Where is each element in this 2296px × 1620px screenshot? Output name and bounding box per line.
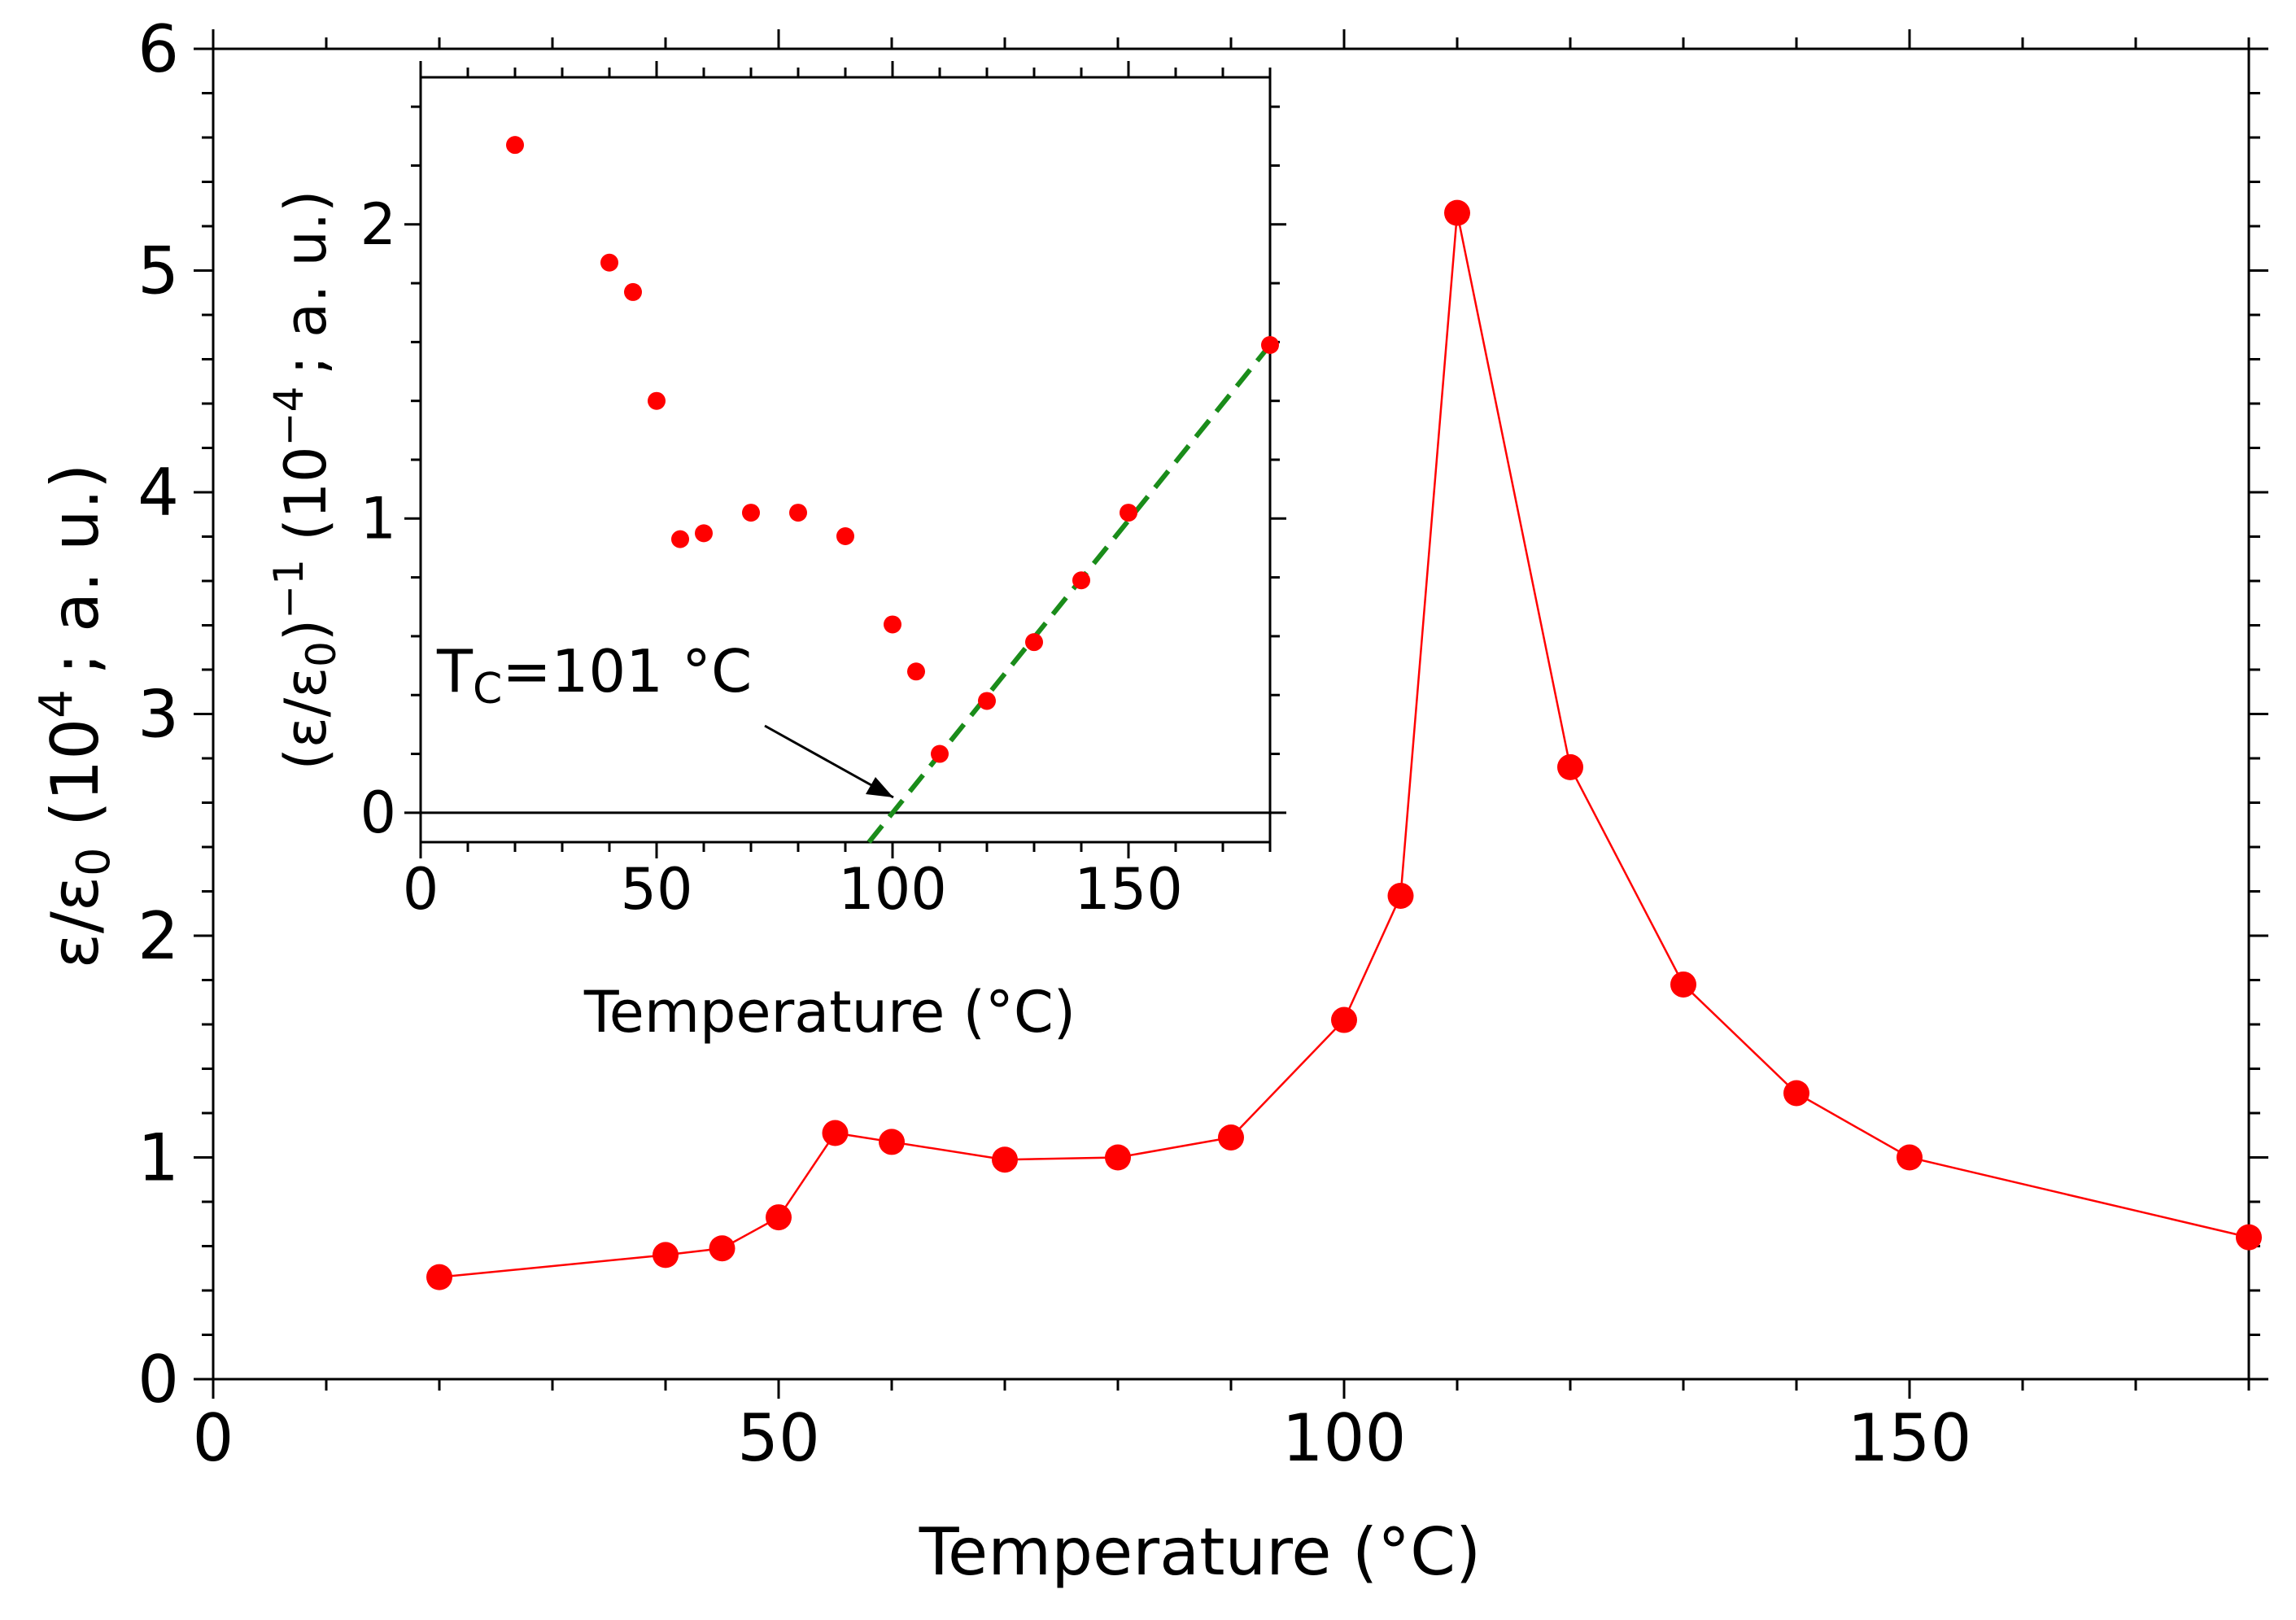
inset-y-label-mid: ) — [273, 619, 339, 641]
main-y-label-mid: (10 — [37, 718, 113, 847]
inset-x-tick-label: 100 — [838, 856, 947, 923]
main-y-axis-label: ε/ε0 (104 ; a. u.) — [30, 464, 120, 969]
main-data-point — [822, 1120, 849, 1146]
main-data-point — [1331, 1006, 1357, 1033]
inset-y-label-post: ; a. u.) — [273, 190, 339, 375]
inset-data-point — [695, 524, 713, 543]
inset-series — [421, 136, 1279, 844]
main-x-tick-label: 0 — [193, 1400, 234, 1476]
main-y-tick-label: 1 — [137, 1120, 179, 1196]
inset-data-point — [978, 692, 996, 710]
curie-label-sub: C — [473, 665, 502, 714]
curie-label-post: =101 °C — [502, 637, 752, 705]
inset-background — [421, 77, 1270, 842]
main-y-label-sup: 4 — [30, 689, 83, 718]
main-data-point — [1105, 1144, 1131, 1171]
main-data-point — [766, 1204, 792, 1231]
inset-data-point — [648, 391, 666, 410]
inset-data-point — [907, 662, 925, 681]
main-x-axis-label: Temperature (°C) — [919, 1514, 1481, 1590]
curie-arrow-head — [866, 777, 893, 797]
main-data-point — [653, 1242, 679, 1268]
inset-x-tick-label: 150 — [1074, 856, 1183, 923]
inset-data-point — [624, 282, 642, 301]
inset-y-label-mid2: (10 — [273, 446, 339, 559]
inset-data-point — [1025, 633, 1043, 652]
main-y-tick-label: 4 — [137, 455, 179, 531]
main-data-point — [1387, 882, 1414, 909]
main-data-point — [709, 1235, 736, 1262]
main-x-tick-label: 150 — [1848, 1400, 1972, 1476]
main-data-point — [992, 1146, 1018, 1173]
inset-data-point — [506, 136, 524, 155]
inset-y-label-sup: −1 — [265, 559, 312, 619]
inset-x-axis-label: Temperature (°C) — [583, 979, 1076, 1046]
inset-y-tick-label: 0 — [360, 779, 396, 846]
main-y-label-post: ; a. u.) — [37, 464, 113, 675]
inset-data-point — [931, 745, 949, 763]
main-y-tick-label: 5 — [137, 234, 179, 309]
inset-data-point — [742, 504, 760, 522]
inset-y-label-pre: (ε/ε — [273, 667, 339, 771]
curie-label-pre: T — [436, 637, 474, 705]
inset-data-point — [789, 504, 807, 522]
main-y-tick-label: 2 — [137, 898, 179, 974]
inset-y-label-sup2: −4 — [265, 386, 312, 447]
main-y-tick-label: 3 — [137, 677, 179, 753]
main-data-point — [879, 1129, 905, 1155]
main-series — [426, 199, 2262, 1290]
main-data-point — [1557, 753, 1583, 780]
main-x-tick-label: 50 — [737, 1400, 820, 1476]
inset-data-point — [600, 253, 618, 272]
inset-y-axis-label: (ε/ε0)−1 (10−4 ; a. u.) — [265, 190, 345, 771]
main-data-point — [1444, 199, 1470, 226]
main-y-label-pre: ε/ε — [37, 876, 113, 968]
main-data-point — [2236, 1224, 2262, 1251]
inset-data-point — [836, 527, 854, 545]
inset-data-point — [1120, 504, 1137, 522]
main-y-tick-label: 0 — [137, 1342, 179, 1417]
main-y-label-sub: 0 — [68, 847, 120, 876]
inset-x-tick-label: 50 — [620, 856, 692, 923]
main-x-tick-label: 100 — [1282, 1400, 1407, 1476]
inset-data-point — [1261, 336, 1279, 354]
inset-y-tick-label: 1 — [360, 485, 396, 552]
inset-data-point — [671, 530, 689, 548]
inset-data-point — [1072, 571, 1090, 590]
main-y-tick-label: 6 — [137, 11, 179, 87]
main-data-point — [426, 1264, 452, 1290]
inset-data-point — [884, 615, 901, 634]
main-ticks — [194, 29, 2268, 1399]
curie-temperature-label: TC=101 °C — [436, 637, 752, 714]
main-data-point — [1783, 1080, 1809, 1107]
inset-y-label-sub: 0 — [298, 641, 345, 667]
main-data-point — [1897, 1144, 1923, 1171]
main-data-point — [1218, 1124, 1244, 1151]
inset-y-tick-label: 2 — [360, 191, 396, 258]
inset-ticks — [404, 61, 1286, 858]
inset-x-tick-label: 0 — [403, 856, 439, 923]
main-data-point — [1670, 971, 1696, 998]
inset-tick-labels: 0 50 100 150 0 1 2 — [360, 191, 1182, 923]
